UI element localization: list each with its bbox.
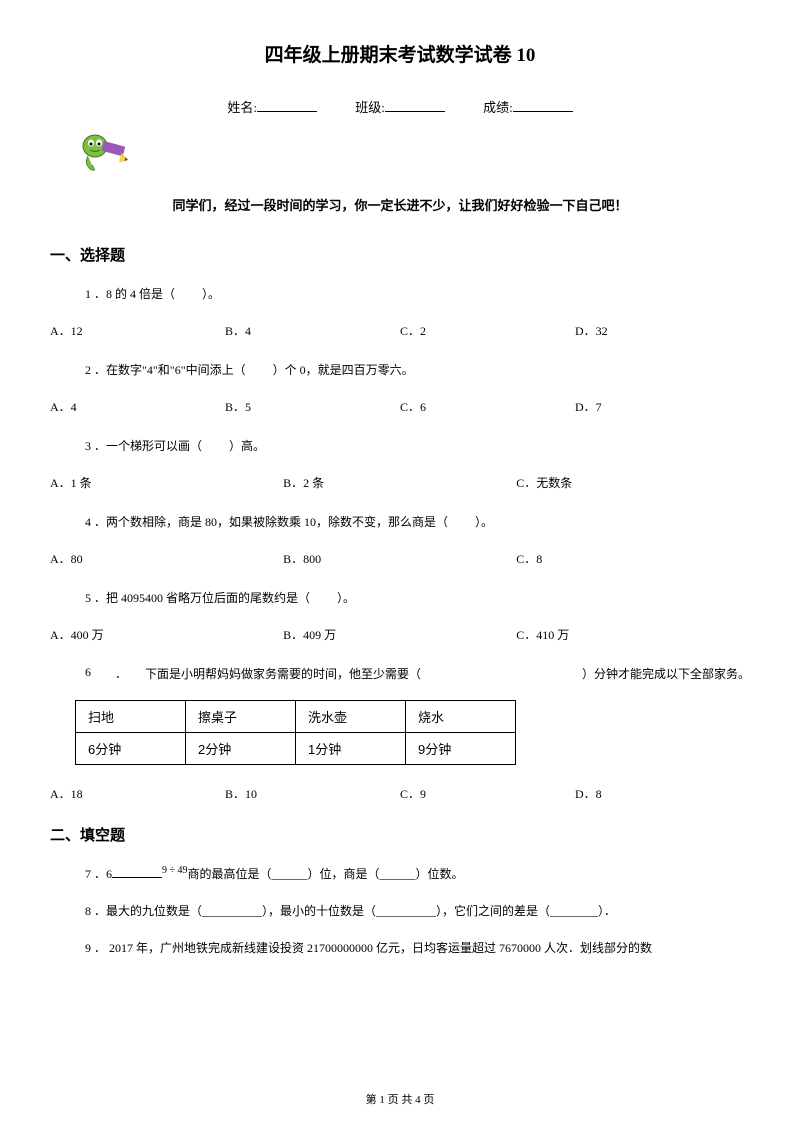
q7-post: 商的最高位是（______）位，商是（______）位数。 <box>188 867 464 881</box>
q3-opt-c[interactable]: C．无数条 <box>516 474 749 491</box>
q6-dot: ． <box>115 665 145 682</box>
q7-blank1[interactable] <box>112 877 162 878</box>
class-blank[interactable] <box>385 111 445 112</box>
q6-text2: ）分钟才能完成以下全部家务。 <box>550 665 750 682</box>
q2-options: A．4 B．5 C．6 D．7 <box>50 398 750 415</box>
q5-options: A．400 万 B．409 万 C．410 万 <box>50 626 750 643</box>
name-blank[interactable] <box>257 111 317 112</box>
intro-text: 同学们，经过一段时间的学习，你一定长进不少，让我们好好检验一下自己吧！ <box>50 195 750 214</box>
table-cell: 烧水 <box>406 701 516 733</box>
q1-opt-b[interactable]: B．4 <box>225 322 400 339</box>
q6-text1: 下面是小明帮妈妈做家务需要的时间，他至少需要（ <box>145 665 550 682</box>
q6-text: 6 ． 下面是小明帮妈妈做家务需要的时间，他至少需要（ ）分钟才能完成以下全部家… <box>85 665 750 682</box>
section1-title: 一、选择题 <box>50 244 750 265</box>
q6-num: 6 <box>85 665 115 682</box>
class-label: 班级: <box>355 100 385 115</box>
table-cell: 6分钟 <box>76 733 186 765</box>
table-cell: 2分钟 <box>186 733 296 765</box>
q1-options: A．12 B．4 C．2 D．32 <box>50 322 750 339</box>
q2-opt-b[interactable]: B．5 <box>225 398 400 415</box>
q7-text: 7 ．6 9 ÷ 49商的最高位是（______）位，商是（______）位数。 <box>85 865 750 882</box>
q7-pre: 7 ．6 <box>85 867 112 881</box>
score-label: 成绩: <box>483 100 513 115</box>
q4-opt-c[interactable]: C．8 <box>516 550 749 567</box>
q4-options: A．80 B．800 C．8 <box>50 550 750 567</box>
q1-text: 1 ．8 的 4 倍是（ ）。 <box>85 285 750 302</box>
table-row: 扫地 擦桌子 洗水壶 烧水 <box>76 701 516 733</box>
q4-text: 4 ．两个数相除，商是 80，如果被除数乘 10，除数不变，那么商是（ ）。 <box>85 513 750 530</box>
q4-opt-b[interactable]: B．800 <box>283 550 516 567</box>
pencil-icon <box>80 131 750 180</box>
q8-text: 8 ．最大的九位数是（__________），最小的十位数是（_________… <box>85 902 750 919</box>
q6-options: A．18 B．10 C．9 D．8 <box>50 785 750 802</box>
q7-sup: 9 ÷ 49 <box>162 865 188 876</box>
table-cell: 1分钟 <box>296 733 406 765</box>
q3-options: A．1 条 B．2 条 C．无数条 <box>50 474 750 491</box>
page-title: 四年级上册期末考试数学试卷 10 <box>50 40 750 67</box>
q1-opt-c[interactable]: C．2 <box>400 322 575 339</box>
table-cell: 洗水壶 <box>296 701 406 733</box>
table-cell: 9分钟 <box>406 733 516 765</box>
q6-opt-a[interactable]: A．18 <box>50 785 225 802</box>
q3-opt-b[interactable]: B．2 条 <box>283 474 516 491</box>
q2-opt-d[interactable]: D．7 <box>575 398 750 415</box>
q5-text: 5 ．把 4095400 省略万位后面的尾数约是（ ）。 <box>85 589 750 606</box>
q2-text: 2 ．在数字"4"和"6"中间添上（ ）个 0，就是四百万零六。 <box>85 361 750 378</box>
table-cell: 擦桌子 <box>186 701 296 733</box>
q1-opt-d[interactable]: D．32 <box>575 322 750 339</box>
header-blanks: 姓名: 班级: 成绩: <box>50 97 750 116</box>
table-cell: 扫地 <box>76 701 186 733</box>
q5-opt-b[interactable]: B．409 万 <box>283 626 516 643</box>
q5-opt-a[interactable]: A．400 万 <box>50 626 283 643</box>
q6-opt-c[interactable]: C．9 <box>400 785 575 802</box>
q5-opt-c[interactable]: C．410 万 <box>516 626 749 643</box>
q9-text: 9 ． 2017 年，广州地铁完成新线建设投资 21700000000 亿元，日… <box>85 939 750 956</box>
table-row: 6分钟 2分钟 1分钟 9分钟 <box>76 733 516 765</box>
q3-opt-a[interactable]: A．1 条 <box>50 474 283 491</box>
name-label: 姓名: <box>227 100 257 115</box>
q6-opt-d[interactable]: D．8 <box>575 785 750 802</box>
score-blank[interactable] <box>513 111 573 112</box>
q3-text: 3 ．一个梯形可以画（ ）高。 <box>85 437 750 454</box>
section2-title: 二、填空题 <box>50 824 750 845</box>
chore-table: 扫地 擦桌子 洗水壶 烧水 6分钟 2分钟 1分钟 9分钟 <box>75 700 516 765</box>
q2-opt-c[interactable]: C．6 <box>400 398 575 415</box>
q6-opt-b[interactable]: B．10 <box>225 785 400 802</box>
q1-opt-a[interactable]: A．12 <box>50 322 225 339</box>
page-footer: 第 1 页 共 4 页 <box>0 1091 800 1107</box>
q2-opt-a[interactable]: A．4 <box>50 398 225 415</box>
q4-opt-a[interactable]: A．80 <box>50 550 283 567</box>
